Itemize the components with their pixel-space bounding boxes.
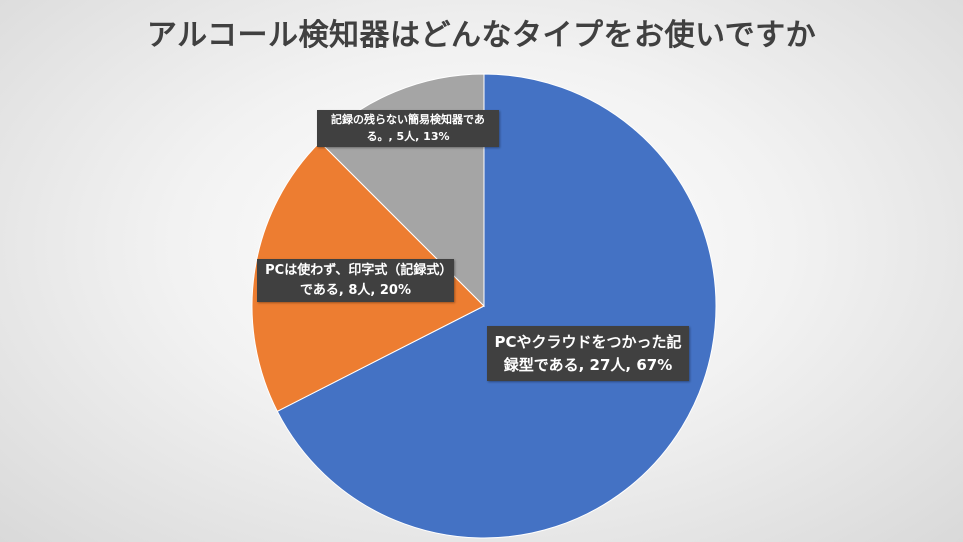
data-label-recording-cloud: PCやクラウドをつかった記録型である, 27人, 67%	[487, 326, 689, 381]
chart-title: アルコール検知器はどんなタイプをお使いですか	[146, 18, 817, 53]
pie-slice-recording-cloud	[276, 73, 717, 539]
data-label-simple: 記録の残らない簡易検知器である。, 5人, 13%	[317, 110, 499, 147]
data-label-printed: PCは使わず、印字式（記録式）である, 8人, 20%	[257, 259, 454, 302]
